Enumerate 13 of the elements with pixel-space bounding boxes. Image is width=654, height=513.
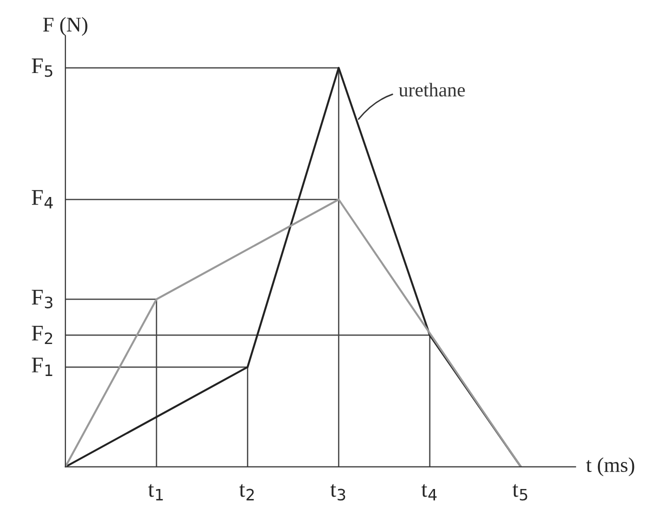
- x-axis-title: t (ms): [586, 457, 634, 476]
- x-tick-label: t$_{1}$: [148, 484, 163, 500]
- text: urethane: [398, 82, 465, 97]
- annotation: F$_{1}$: [32, 358, 52, 376]
- annotation: F$_{5}$: [32, 58, 52, 77]
- x-tick-label: t$_{3}$: [330, 484, 346, 501]
- y-axis-title: F (N): [43, 17, 88, 36]
- x-tick-label: t$_{4}$: [421, 484, 437, 500]
- x-tick-label: t$_{2}$: [239, 484, 254, 500]
- annotation: F$_{2}$: [32, 326, 52, 344]
- annotation: F$_{4}$: [32, 190, 53, 208]
- annotation: F$_{3}$: [32, 290, 52, 308]
- x-tick-label: t$_{5}$: [512, 484, 528, 501]
